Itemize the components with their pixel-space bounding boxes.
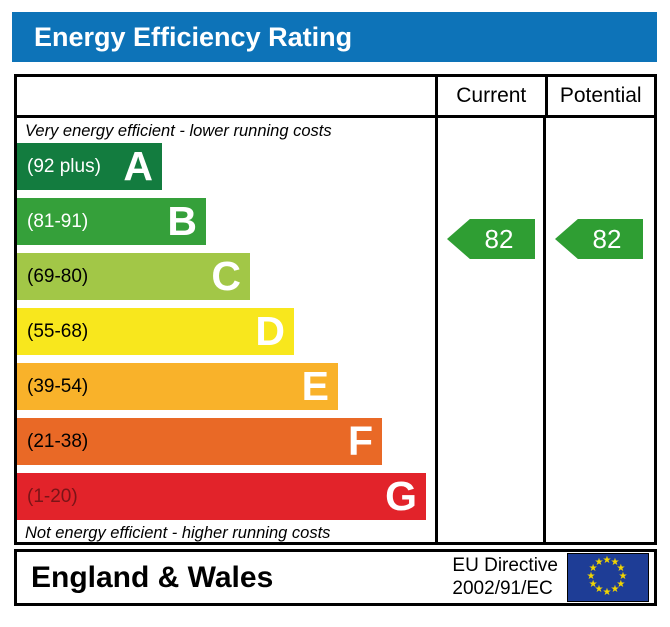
rating-band-d: (55-68) D (17, 308, 294, 355)
bottom-scale-note: Not energy efficient - higher running co… (25, 524, 331, 542)
page-title: Energy Efficiency Rating (12, 12, 657, 62)
current-rating-arrow: 82 (447, 219, 535, 259)
page-title-text: Energy Efficiency Rating (34, 22, 353, 52)
band-letter: F (347, 418, 373, 464)
top-scale-note: Very energy efficient - lower running co… (25, 122, 332, 140)
band-range-label: (21-38) (27, 431, 89, 452)
column-header-current: Current (435, 77, 545, 115)
energy-rating-table: Current Potential Very energy efficient … (14, 74, 657, 545)
band-letter: G (385, 473, 417, 519)
band-letter: D (255, 308, 285, 354)
eu-flag-star-icon: ★ (602, 586, 612, 598)
eu-flag-icon: ★ ★ ★ ★ ★ ★ ★ ★ ★ ★ ★ ★ (567, 553, 649, 602)
rating-band-f: (21-38) F (17, 418, 382, 465)
band-range-label: (55-68) (27, 321, 89, 342)
potential-column-divider (543, 118, 546, 542)
eu-flag-star-icon: ★ (616, 578, 626, 590)
rating-band-e: (39-54) E (17, 363, 338, 410)
eu-directive-line1: EU Directive (452, 555, 558, 577)
footer-bar: England & Wales EU Directive 2002/91/EC … (14, 549, 657, 606)
eu-flag-star-icon: ★ (618, 570, 628, 582)
rating-band-a: (92 plus) A (17, 143, 162, 190)
table-header-spacer (17, 77, 435, 115)
current-rating-value: 82 (484, 224, 514, 254)
table-header-row: Current Potential (17, 77, 654, 118)
eu-directive-label: EU Directive 2002/91/EC (452, 555, 558, 600)
eu-flag-star-icon: ★ (588, 562, 598, 574)
eu-flag-star-icon: ★ (602, 554, 612, 566)
eu-flag-star-icon: ★ (588, 578, 598, 590)
band-letter: E (301, 363, 329, 409)
potential-rating-value: 82 (592, 224, 622, 254)
rating-chart-area: Very energy efficient - lower running co… (17, 118, 654, 542)
column-header-potential: Potential (544, 77, 655, 115)
eu-flag-star-icon: ★ (594, 556, 604, 568)
band-range-label: (69-80) (27, 266, 89, 287)
band-range-label: (81-91) (27, 211, 89, 232)
region-label: England & Wales (31, 560, 274, 594)
band-range-label: (1-20) (27, 486, 78, 507)
eu-flag-star-icon: ★ (610, 584, 620, 596)
potential-rating-arrow: 82 (555, 219, 643, 259)
band-letter: A (123, 143, 153, 189)
current-column-divider (435, 118, 438, 542)
band-range-label: (92 plus) (27, 156, 101, 177)
rating-band-g: (1-20) G (17, 473, 426, 520)
eu-flag-star-icon: ★ (594, 584, 604, 596)
band-letter: C (211, 253, 241, 299)
band-letter: B (167, 198, 197, 244)
band-range-label: (39-54) (27, 376, 89, 397)
eu-flag-star-icon: ★ (616, 562, 626, 574)
eu-directive-line2: 2002/91/EC (452, 577, 553, 599)
eu-flag-star-icon: ★ (610, 556, 620, 568)
rating-band-c: (69-80) C (17, 253, 250, 300)
eu-flag-star-icon: ★ (586, 570, 596, 582)
rating-band-b: (81-91) B (17, 198, 206, 245)
